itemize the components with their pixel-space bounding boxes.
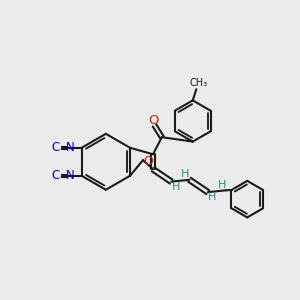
Text: N: N (65, 141, 74, 154)
Text: O: O (149, 114, 159, 127)
Text: O: O (143, 155, 153, 168)
Text: C: C (51, 141, 59, 154)
Text: H: H (208, 193, 216, 202)
Text: C: C (51, 169, 59, 182)
Text: H: H (218, 180, 227, 190)
Text: N: N (65, 169, 74, 182)
Text: H: H (181, 169, 189, 179)
Text: H: H (172, 182, 180, 192)
Text: CH₃: CH₃ (189, 78, 207, 88)
